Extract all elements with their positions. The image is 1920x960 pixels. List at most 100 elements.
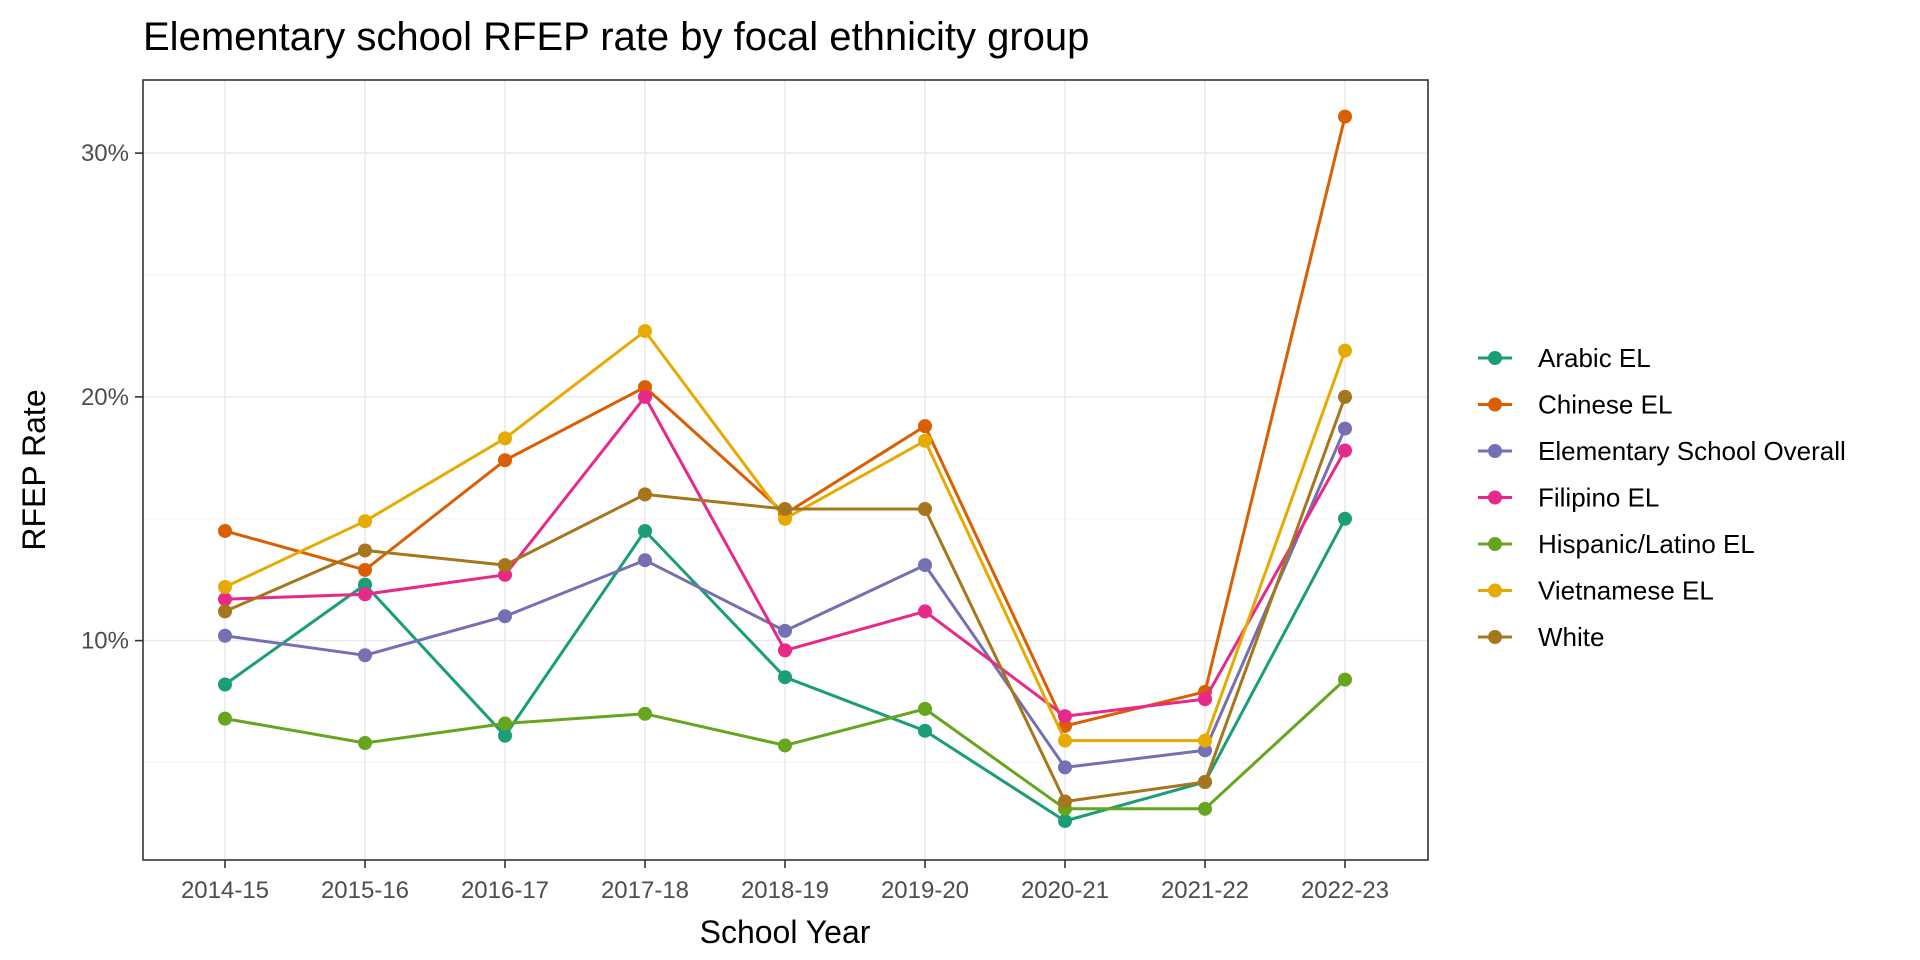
data-point xyxy=(218,580,232,594)
data-point xyxy=(498,431,512,446)
legend-key-point xyxy=(1488,583,1502,598)
legend-item: Filipino EL xyxy=(1478,483,1659,513)
data-point xyxy=(498,609,512,624)
data-point xyxy=(1338,421,1352,436)
data-point xyxy=(918,701,932,716)
data-point xyxy=(1198,775,1212,789)
legend-item: Hispanic/Latino EL xyxy=(1478,529,1755,559)
data-point xyxy=(638,553,652,568)
data-point xyxy=(638,523,652,538)
legend-label: White xyxy=(1538,622,1604,652)
data-point xyxy=(638,389,652,404)
series-group xyxy=(218,389,1352,809)
data-point xyxy=(1058,794,1072,809)
x-tick-label: 2017-18 xyxy=(601,877,689,904)
data-point xyxy=(218,711,232,726)
data-point xyxy=(918,419,932,434)
legend-key-point xyxy=(1488,630,1502,644)
x-tick-label: 2015-16 xyxy=(321,877,409,904)
legend-label: Filipino EL xyxy=(1538,483,1659,513)
data-point xyxy=(358,562,372,577)
legend-item: Arabic EL xyxy=(1478,343,1651,373)
chart-title: Elementary school RFEP rate by focal eth… xyxy=(143,15,1089,59)
x-axis-title: School Year xyxy=(700,914,871,950)
legend-key-point xyxy=(1488,397,1502,412)
data-point xyxy=(1338,343,1352,358)
legend-label: Elementary School Overall xyxy=(1538,436,1846,466)
legend: Arabic EL Chinese EL Elementary School Ove… xyxy=(1478,343,1846,652)
legend-label: Arabic EL xyxy=(1538,343,1651,373)
data-point xyxy=(918,558,932,573)
data-point xyxy=(638,706,652,721)
data-point xyxy=(1338,443,1352,458)
data-point xyxy=(218,604,232,619)
data-point xyxy=(1058,733,1072,748)
y-tick-label: 20% xyxy=(81,384,129,411)
data-point xyxy=(498,567,512,582)
x-tick-label: 2021-22 xyxy=(1161,877,1249,904)
series-group xyxy=(218,389,1352,724)
data-point xyxy=(778,502,792,516)
data-point xyxy=(638,324,652,339)
legend-item: Vietnamese EL xyxy=(1478,576,1714,606)
data-point xyxy=(778,670,792,685)
x-tick-label: 2019-20 xyxy=(881,877,969,904)
x-tick-label: 2016-17 xyxy=(461,877,549,904)
data-point xyxy=(498,716,512,731)
legend-label: Vietnamese EL xyxy=(1538,576,1714,606)
data-point xyxy=(1058,760,1072,775)
data-point xyxy=(778,738,792,753)
x-tick-label: 2022-23 xyxy=(1301,877,1389,904)
y-tick-label: 10% xyxy=(81,628,129,655)
data-point xyxy=(218,523,232,538)
data-point xyxy=(358,587,372,602)
data-point xyxy=(498,728,512,743)
data-point xyxy=(918,604,932,619)
data-point xyxy=(918,502,932,516)
data-point xyxy=(1338,109,1352,124)
legend-label: Chinese EL xyxy=(1538,390,1672,420)
data-point xyxy=(778,643,792,658)
data-point xyxy=(358,577,372,592)
legend-key-point xyxy=(1488,490,1502,505)
data-point xyxy=(218,628,232,643)
data-point xyxy=(1198,692,1212,707)
data-point xyxy=(1338,389,1352,404)
data-point xyxy=(1058,709,1072,724)
data-point xyxy=(358,514,372,529)
data-point xyxy=(638,487,652,502)
x-tick-label: 2014-15 xyxy=(181,877,269,904)
series-group xyxy=(218,324,1352,748)
legend-key-point xyxy=(1488,351,1502,365)
series-group xyxy=(218,672,1352,816)
data-point xyxy=(358,648,372,663)
legend-key-point xyxy=(1488,444,1502,458)
legend-item: Chinese EL xyxy=(1478,390,1672,420)
legend-key-point xyxy=(1488,537,1502,551)
data-point xyxy=(1058,718,1072,733)
series-layer xyxy=(218,109,1352,828)
data-point xyxy=(1058,814,1072,828)
legend-item: White xyxy=(1478,622,1604,652)
x-tick-label: 2020-21 xyxy=(1021,877,1109,904)
legend-label: Hispanic/Latino EL xyxy=(1538,529,1755,559)
data-point xyxy=(918,433,932,448)
data-point xyxy=(1338,672,1352,687)
y-axis-title: RFEP Rate xyxy=(16,389,52,550)
data-point xyxy=(778,623,792,638)
data-point xyxy=(358,736,372,750)
data-point xyxy=(918,723,932,738)
legend-item: Elementary School Overall xyxy=(1478,436,1846,466)
y-tick-label: 30% xyxy=(81,140,129,167)
data-point xyxy=(358,543,372,558)
data-point xyxy=(218,677,232,692)
data-point xyxy=(638,380,652,395)
data-point xyxy=(1198,733,1212,748)
x-tick-label: 2018-19 xyxy=(741,877,829,904)
data-point xyxy=(1198,801,1212,816)
data-point xyxy=(778,511,792,526)
axes: 10% 20% 30% 2014-15 2015-16 2016-17 2017-18 201… xyxy=(81,140,1389,904)
data-point xyxy=(498,558,512,573)
data-point xyxy=(1338,511,1352,526)
